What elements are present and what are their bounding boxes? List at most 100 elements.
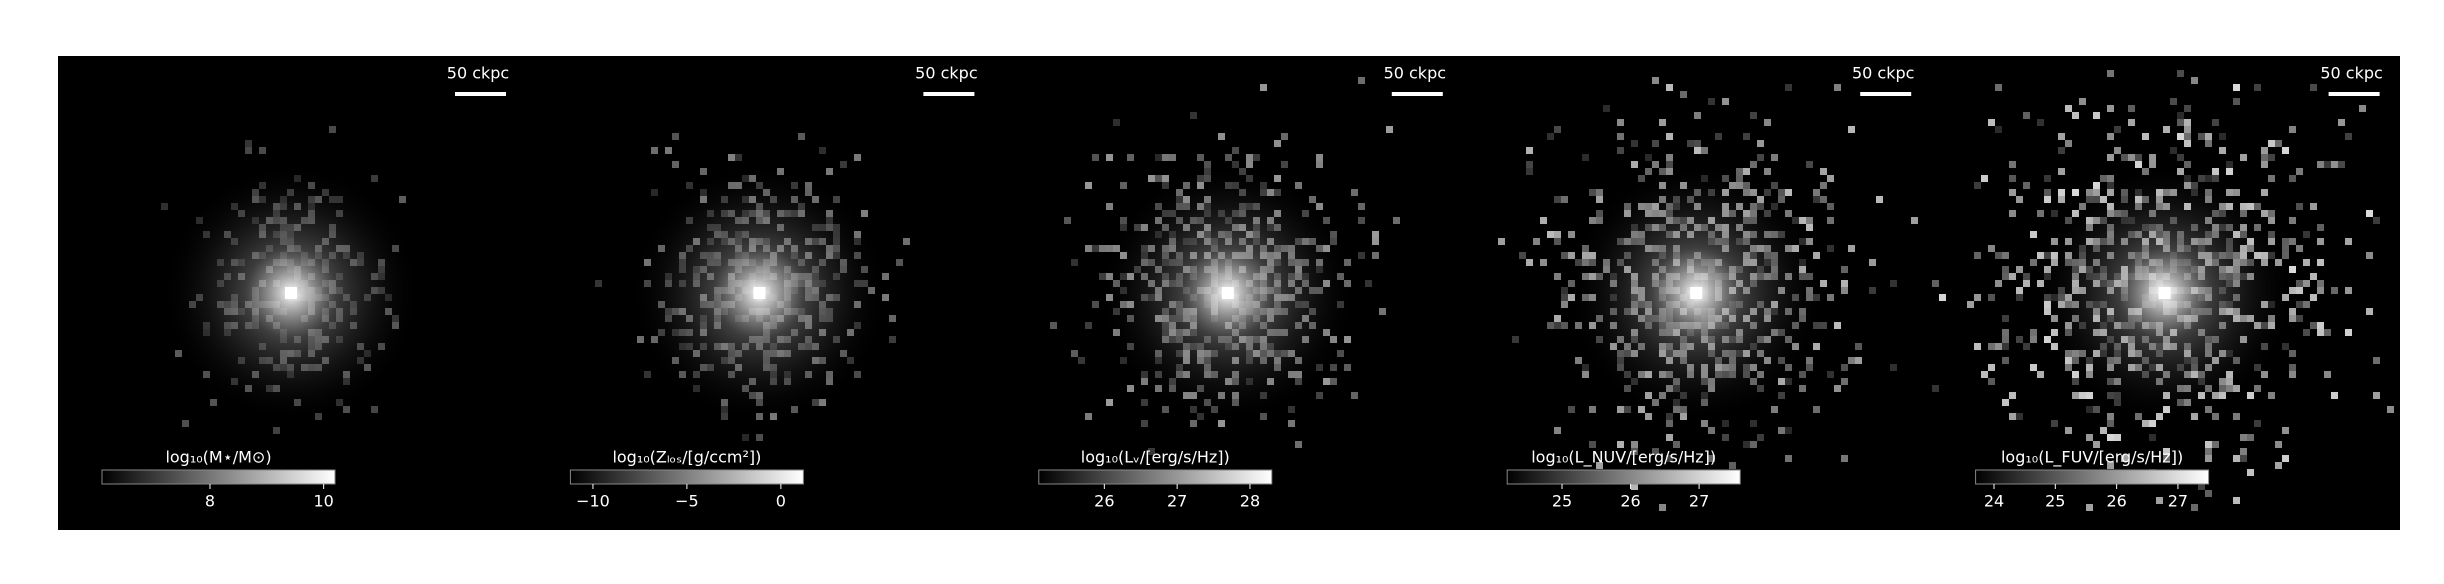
pixel [1848, 126, 1855, 133]
pixel [1722, 420, 1729, 427]
pixel [2107, 413, 2114, 420]
pixel [1967, 301, 1974, 308]
pixel [1554, 196, 1561, 203]
pixel [1806, 161, 1813, 168]
pixel [1561, 301, 1568, 308]
pixel [2345, 238, 2352, 245]
pixel [2128, 154, 2135, 161]
pixel [2135, 154, 2142, 161]
pixel [2303, 329, 2310, 336]
pixel [1561, 196, 1568, 203]
pixel [1561, 294, 1568, 301]
pixel [2009, 273, 2016, 280]
pixel [2009, 210, 2016, 217]
pixel [2205, 441, 2212, 448]
pixel [1757, 434, 1764, 441]
pixel [1526, 161, 1533, 168]
pixel [672, 161, 679, 168]
pixel [1785, 84, 1792, 91]
pixel [1827, 245, 1834, 252]
pixel [1743, 168, 1750, 175]
pixel [2219, 133, 2226, 140]
pixel [2051, 210, 2058, 217]
pixel [2317, 329, 2324, 336]
galaxy-center [753, 287, 766, 299]
pixel [2002, 329, 2009, 336]
colorbar [101, 469, 336, 485]
pixel [2296, 315, 2303, 322]
pixel [1085, 413, 1092, 420]
pixel [2030, 329, 2037, 336]
pixel [2023, 112, 2030, 119]
pixel [1645, 168, 1652, 175]
pixel [2303, 259, 2310, 266]
pixel [2317, 322, 2324, 329]
pixel [2373, 357, 2380, 364]
pixel [2030, 336, 2037, 343]
pixel [1841, 378, 1848, 385]
pixel [742, 434, 749, 441]
colorbar-label: log₁₀(L_NUV/[erg/s/Hz]) [1531, 448, 1716, 468]
pixel [2002, 252, 2009, 259]
pixel [840, 161, 847, 168]
pixel [2177, 154, 2184, 161]
pixel [1253, 154, 1260, 161]
pixel [1358, 217, 1365, 224]
pixel [1799, 385, 1806, 392]
pixel [1078, 357, 1085, 364]
pixel [2023, 343, 2030, 350]
pixel [1547, 231, 1554, 238]
pixel [2002, 336, 2009, 343]
pixel [651, 147, 658, 154]
pixel [1645, 154, 1652, 161]
pixel [1596, 462, 1603, 469]
pixel [1274, 140, 1281, 147]
pixel [2226, 161, 2233, 168]
pixel [1085, 245, 1092, 252]
pixel [1827, 217, 1834, 224]
colorbar-tick-label: 10 [313, 492, 333, 511]
pixel [2065, 105, 2072, 112]
pixel [1379, 308, 1386, 315]
pixel [1540, 217, 1547, 224]
pixel [1974, 182, 1981, 189]
pixel [2233, 98, 2240, 105]
pixel [2205, 448, 2212, 455]
pixel [2002, 273, 2009, 280]
pixel [1218, 420, 1225, 427]
pixel [2289, 364, 2296, 371]
pixel [1806, 217, 1813, 224]
pixel [1197, 154, 1204, 161]
pixel [2051, 420, 2058, 427]
colorbar [1975, 469, 2210, 485]
pixel [1372, 252, 1379, 259]
pixel [2191, 504, 2198, 511]
pixel [2324, 161, 2331, 168]
pixel [2121, 154, 2128, 161]
pixel [1708, 427, 1715, 434]
pixel [1092, 154, 1099, 161]
pixel [1155, 175, 1162, 182]
pixel [1589, 406, 1596, 413]
pixel [1806, 224, 1813, 231]
pixel [2261, 154, 2268, 161]
pixel [1778, 427, 1785, 434]
pixel [1778, 392, 1785, 399]
pixel [2184, 126, 2191, 133]
pixel [2324, 329, 2331, 336]
pixel [2268, 175, 2275, 182]
galaxy-center [2158, 287, 2171, 299]
pixel [1806, 357, 1813, 364]
pixel [2191, 77, 2198, 84]
pixel [2303, 280, 2310, 287]
pixel [798, 133, 805, 140]
pixel [1645, 413, 1652, 420]
pixel [1764, 168, 1771, 175]
pixel [1246, 154, 1253, 161]
pixel [728, 154, 735, 161]
pixel [1869, 287, 1876, 294]
pixel [1344, 364, 1351, 371]
pixel [1813, 189, 1820, 196]
pixel [1316, 161, 1323, 168]
pixel [1995, 252, 2002, 259]
